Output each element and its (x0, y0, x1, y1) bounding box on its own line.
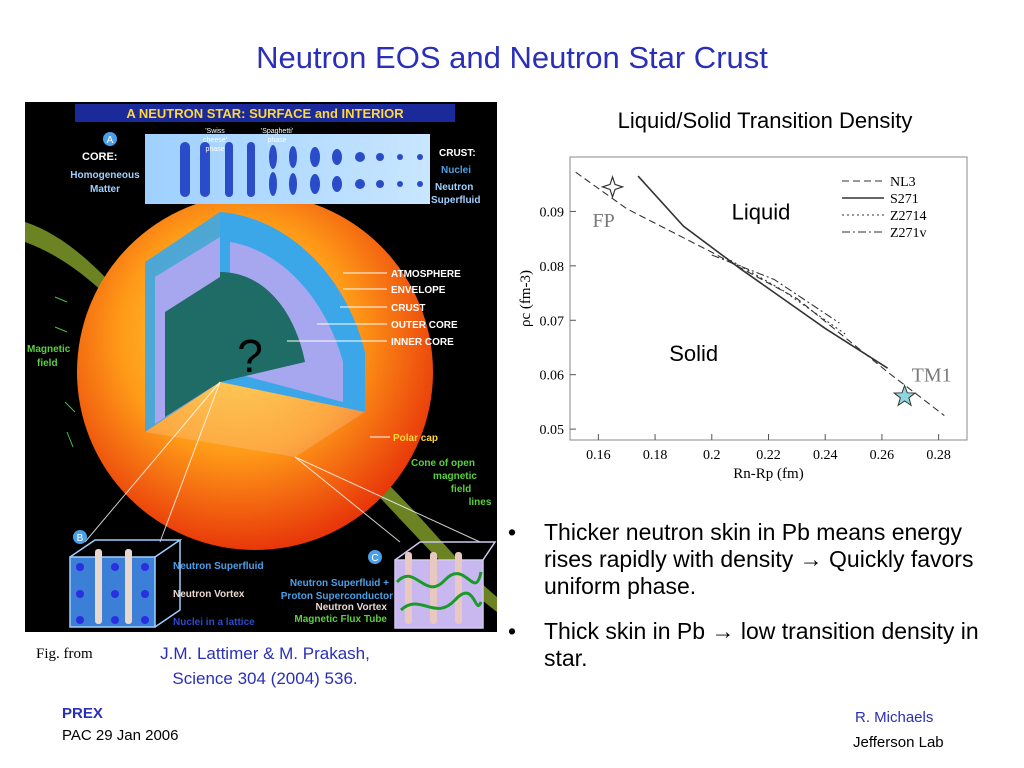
tm1-marker (892, 383, 917, 407)
legend: NL3 S271 Z2714 Z271v (842, 175, 927, 241)
cone-label-4: lines (469, 497, 492, 508)
crust-strip (145, 134, 430, 204)
y-tick-label: 0.06 (540, 369, 565, 384)
magnetic-field-label-1: Magnetic (27, 344, 71, 355)
box-c-label-4: Magnetic Flux Tube (294, 614, 387, 625)
bullet-marker: • (508, 618, 517, 644)
badge-b-label: B (77, 533, 84, 544)
x-tick-label: 0.26 (870, 448, 895, 463)
inner-core-side-face (165, 277, 220, 417)
swiss-label-2: cheese' (203, 137, 227, 144)
chart-svg: 0.16 0.18 0.2 0.22 0.24 0.26 0.28 0.05 0.06 0.07 0… (518, 156, 968, 482)
neutron-star-figure: A NEUTRON STAR: SURFACE and INTERIOR ? (25, 102, 497, 632)
cut-floor (145, 382, 365, 457)
lattice-nuclei (76, 563, 149, 624)
badge-a (103, 132, 117, 146)
field-arrows (54, 296, 76, 448)
legend-entry: Z271v (890, 226, 927, 241)
y-tick-label: 0.07 (540, 314, 565, 329)
bullet-text-1: Thicker neutron skin in Pb means energy … (544, 519, 974, 599)
zoom-guide-lines (84, 381, 481, 543)
badge-a-label: A (107, 135, 114, 146)
series-line-z2714 (725, 257, 846, 335)
crust-label: CRUST: (439, 148, 476, 159)
footer-affiliation: Jefferson Lab (853, 734, 944, 751)
citation-line-2: Science 304 (2004) 536. (172, 669, 358, 688)
box-c-label-3: Neutron Vortex (316, 602, 388, 613)
swiss-label-3: phase (205, 146, 224, 153)
footer-meeting: PAC 29 Jan 2006 (62, 727, 179, 744)
x-tick-label: 0.28 (926, 448, 951, 463)
figure-source-prefix: Fig. from (36, 646, 93, 662)
badge-c-label: C (371, 553, 378, 564)
box-c-label-2: Proton Superconductor (281, 591, 393, 602)
slide-title: Neutron EOS and Neutron Star Crust (256, 40, 768, 75)
legend-entry: S271 (890, 192, 919, 207)
core-desc-2: Matter (90, 184, 120, 195)
vortex-tubes (95, 549, 132, 624)
crust-superfluid-label: Superfluid (431, 195, 480, 206)
cone-label-1: Cone of open (411, 458, 475, 469)
box-b-vortex-label: Neutron Vortex (173, 589, 245, 600)
x-tick-label: 0.18 (643, 448, 668, 463)
point-markers: FP TM1 (593, 175, 952, 407)
crust-nuclei-shapes (180, 142, 423, 197)
x-tick-label: 0.22 (756, 448, 781, 463)
swiss-label: 'Swiss (205, 128, 225, 135)
tm1-label: TM1 (912, 364, 952, 386)
polar-cap-label: Polar cap (393, 433, 438, 444)
footer-author: R. Michaels (855, 709, 934, 726)
crust-neutron-label: Neutron (435, 182, 473, 193)
cone-label-3: field (451, 484, 472, 495)
core-label: CORE: (82, 151, 117, 163)
spaghetti-label-2: phase (267, 137, 286, 144)
crust-nuclei-label: Nuclei (441, 165, 471, 176)
y-tick-label: 0.08 (540, 260, 565, 275)
neutron-star-illustration: A NEUTRON STAR: SURFACE and INTERIOR ? (25, 102, 497, 632)
bullet-text-2: Thick skin in Pb → low transition densit… (544, 618, 979, 671)
y-tick-label: 0.09 (540, 205, 565, 220)
region-label-liquid: Liquid (732, 200, 791, 225)
badge-b (73, 530, 87, 544)
transition-density-chart: 0.16 0.18 0.2 0.22 0.24 0.26 0.28 0.05 0.06 0.07 0… (512, 145, 982, 485)
layer-envelope-label: ENVELOPE (391, 285, 446, 296)
bullet-marker: • (508, 519, 517, 545)
box-b-superfluid-label: Neutron Superfluid (173, 561, 264, 572)
figure-heading: A NEUTRON STAR: SURFACE and INTERIOR (126, 106, 404, 121)
box-c-label-1: Neutron Superfluid + (290, 578, 389, 589)
legend-entry: Z2714 (890, 209, 927, 224)
flux-tubes (395, 571, 483, 612)
core-desc-1: Homogeneous (70, 170, 140, 181)
magnetic-field-label-2: field (37, 358, 58, 369)
series-layer (575, 171, 945, 416)
footer-project: PREX (62, 705, 103, 722)
cone-label-2: magnetic (433, 471, 477, 482)
question-mark: ? (237, 330, 263, 382)
x-tick-label: 0.16 (586, 448, 611, 463)
chart-title: Liquid/Solid Transition Density (617, 108, 913, 133)
axis-ticks: 0.16 0.18 0.2 0.22 0.24 0.26 0.28 0.05 0.06 0.07 0… (540, 205, 951, 463)
layer-atmosphere-label: ATMOSPHERE (391, 269, 461, 280)
layer-crust-label: CRUST (391, 303, 425, 314)
x-tick-label: 0.2 (703, 448, 721, 463)
box-b-nuclei-label: Nuclei in a lattice (173, 617, 255, 628)
layer-inner-core-label: INNER CORE (391, 337, 454, 348)
y-axis-label: ρc (fm-3) (518, 270, 534, 327)
series-line-z271v (711, 254, 840, 324)
layer-outer-core-label: OUTER CORE (391, 320, 458, 331)
fp-marker (600, 175, 625, 199)
inner-core-layer (220, 272, 305, 382)
figure-citation: J.M. Lattimer & M. Prakash, Science 304 … (120, 641, 410, 691)
spaghetti-label: 'Spaghetti' (261, 128, 293, 135)
fp-label: FP (593, 210, 615, 232)
layer-leader-lines (287, 272, 387, 342)
x-tick-label: 0.24 (813, 448, 838, 463)
region-label-solid: Solid (669, 341, 718, 366)
citation-line-1: J.M. Lattimer & M. Prakash, (160, 644, 370, 663)
legend-entry: NL3 (890, 175, 916, 190)
x-axis-label: Rn-Rp (fm) (733, 466, 803, 482)
badge-c (368, 550, 382, 564)
y-tick-label: 0.05 (540, 423, 565, 438)
series-line-s271 (637, 175, 889, 369)
